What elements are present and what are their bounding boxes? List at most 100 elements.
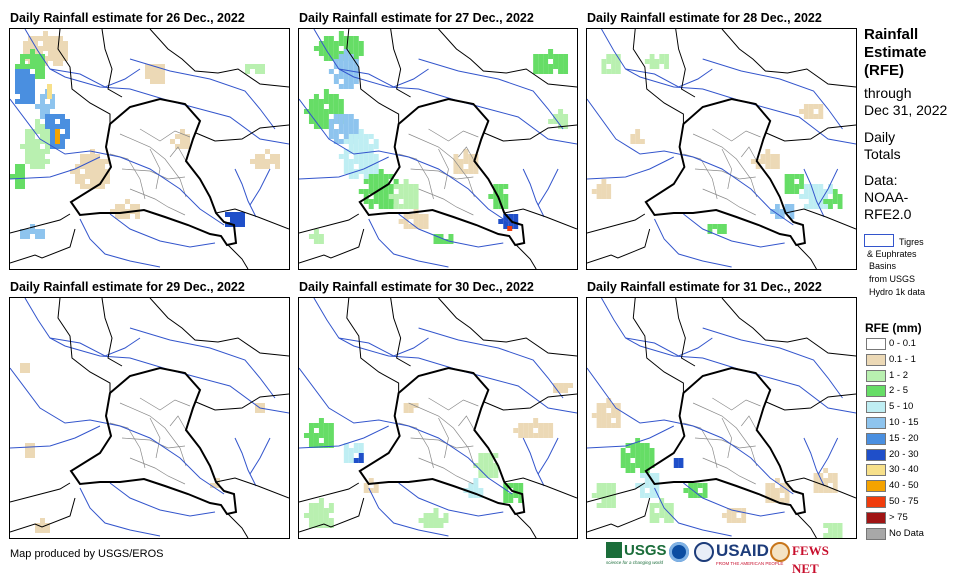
rainfall-cell bbox=[15, 169, 20, 174]
rainfall-cell bbox=[813, 478, 819, 483]
rainfall-cell bbox=[408, 214, 414, 219]
rainfall-cell bbox=[664, 64, 669, 69]
rfe-legend-label: 30 - 40 bbox=[889, 464, 919, 476]
rainfall-cell bbox=[333, 41, 339, 46]
rainfall-cell bbox=[640, 468, 645, 473]
rainfall-cell bbox=[323, 89, 329, 94]
basin-line bbox=[601, 298, 856, 414]
rainfall-cell bbox=[318, 433, 324, 438]
rainfall-cell bbox=[721, 224, 727, 229]
rainfall-cell bbox=[789, 184, 795, 189]
rainfall-cell bbox=[388, 204, 394, 209]
rainfall-cell bbox=[353, 46, 359, 51]
rainfall-cell bbox=[712, 224, 718, 229]
basin-line bbox=[587, 367, 794, 495]
rainfall-cell bbox=[75, 174, 80, 179]
rainfall-cell bbox=[115, 204, 120, 209]
rainfall-cell bbox=[611, 64, 616, 69]
rainfall-cell bbox=[85, 184, 90, 189]
rainfall-cell bbox=[45, 528, 50, 533]
rainfall-cell bbox=[543, 423, 549, 428]
rainfall-cell bbox=[25, 99, 30, 104]
rainfall-cell bbox=[731, 518, 737, 523]
rainfall-cell bbox=[818, 473, 824, 478]
rainfall-cell bbox=[644, 483, 650, 488]
rainfall-cell bbox=[30, 159, 35, 164]
province-line bbox=[694, 168, 756, 180]
rainfall-cell bbox=[43, 41, 48, 46]
rainfall-cell bbox=[313, 46, 319, 51]
rainfall-cell bbox=[90, 154, 95, 159]
rainfall-cell bbox=[363, 159, 369, 164]
basin-line bbox=[249, 437, 271, 475]
rainfall-cell bbox=[625, 463, 631, 468]
rainfall-cell bbox=[90, 174, 95, 179]
rainfall-cell bbox=[58, 46, 63, 51]
rainfall-cell bbox=[45, 134, 50, 139]
rainfall-cell bbox=[388, 184, 394, 189]
rainfall-cell bbox=[818, 483, 824, 488]
rainfall-cell bbox=[308, 104, 314, 109]
basin-line bbox=[79, 487, 161, 537]
rainfall-cell bbox=[784, 493, 790, 498]
rainfall-cell bbox=[823, 189, 829, 194]
rainfall-cell bbox=[40, 69, 45, 74]
province-line bbox=[408, 133, 475, 198]
river-basins bbox=[10, 29, 289, 268]
rainfall-cell bbox=[368, 169, 374, 174]
province-line bbox=[129, 188, 186, 216]
rainfall-cell bbox=[338, 129, 344, 134]
rainfall-cell bbox=[813, 184, 819, 189]
rainfall-cell bbox=[808, 199, 814, 204]
rainfall-cell bbox=[373, 199, 379, 204]
rainfall-cell bbox=[518, 483, 524, 488]
rainfall-cell bbox=[105, 179, 110, 184]
basin-line bbox=[338, 337, 429, 357]
basin-swatch bbox=[864, 234, 894, 247]
rainfall-cell bbox=[323, 508, 329, 513]
rfe-legend-title: RFE (mm) bbox=[865, 321, 922, 335]
rainfall-cell bbox=[644, 443, 650, 448]
rainfall-cell bbox=[353, 149, 359, 154]
rainfall-cell bbox=[343, 453, 349, 458]
rainfall-cell bbox=[333, 119, 339, 124]
rainfall-cell bbox=[50, 99, 55, 104]
iraq-border bbox=[69, 97, 238, 247]
rainfall-cell bbox=[606, 184, 612, 189]
rainfall-cell bbox=[625, 453, 631, 458]
rainfall-cell bbox=[513, 224, 519, 229]
rainfall-cell bbox=[333, 129, 339, 134]
rainfall-cell bbox=[318, 51, 324, 56]
rainfall-cell bbox=[328, 124, 334, 129]
rainfall-cell bbox=[323, 41, 329, 46]
rainfall-cells bbox=[10, 31, 280, 239]
side-panel-data-source: Data: NOAA- RFE2.0 bbox=[864, 172, 912, 222]
rainfall-cell bbox=[503, 194, 509, 199]
rainfall-cell bbox=[363, 169, 369, 174]
rainfall-cell bbox=[383, 189, 389, 194]
rainfall-cell bbox=[120, 204, 125, 209]
rainfall-cell bbox=[664, 518, 669, 523]
rainfall-cell bbox=[473, 164, 479, 169]
province-line bbox=[458, 146, 475, 162]
rainfall-cell bbox=[15, 69, 20, 74]
rainfall-cell bbox=[240, 217, 245, 222]
rainfall-cell bbox=[630, 448, 636, 453]
rainfall-cell bbox=[635, 139, 641, 144]
basin-line bbox=[234, 437, 257, 487]
rainfall-cell bbox=[338, 69, 344, 74]
rainfall-cell bbox=[779, 488, 785, 493]
rainfall-cell bbox=[558, 383, 564, 388]
rainfall-cell bbox=[323, 428, 329, 433]
rainfall-cell bbox=[328, 508, 334, 513]
rfe-legend-swatch bbox=[866, 369, 886, 382]
rainfall-cell bbox=[408, 408, 414, 413]
rainfall-cell bbox=[95, 169, 100, 174]
rainfall-cell bbox=[368, 164, 374, 169]
rainfall-cell bbox=[615, 64, 621, 69]
rainfall-cell bbox=[313, 99, 319, 104]
rainfall-cell bbox=[523, 428, 529, 433]
rainfall-cell bbox=[35, 164, 40, 169]
rainfall-cell bbox=[649, 453, 655, 458]
rainfall-cell bbox=[348, 74, 354, 79]
